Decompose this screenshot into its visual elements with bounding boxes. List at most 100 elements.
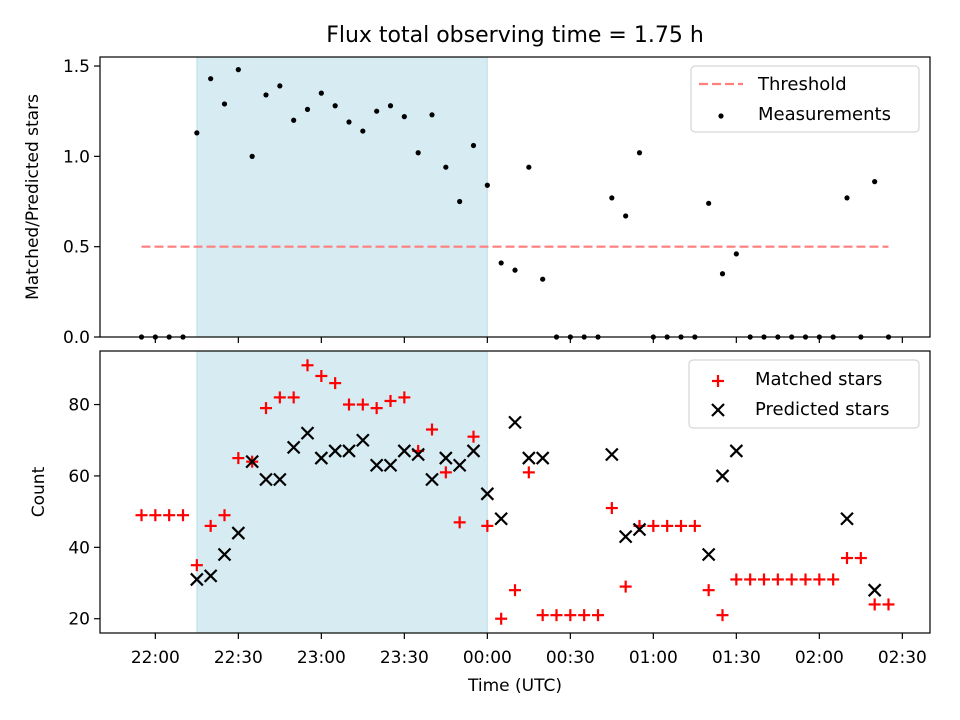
x-tick-label: 00:30 [546, 648, 595, 668]
measurement-point [429, 112, 435, 118]
matched-point [398, 391, 411, 404]
x-tick-label: 00:00 [463, 648, 512, 668]
predicted-point [231, 526, 246, 540]
matched-point [605, 502, 618, 515]
predicted-point [369, 458, 384, 473]
matched-point [647, 519, 660, 532]
x-tick-label: 22:00 [131, 648, 180, 668]
measurement-point [235, 67, 241, 73]
matched-point [204, 519, 217, 532]
predicted-point [867, 583, 882, 597]
x-tick-label: 01:30 [712, 648, 761, 668]
legend-threshold-label: Threshold [757, 74, 847, 95]
matched-point [232, 452, 245, 465]
matched-point [218, 509, 231, 522]
measurement-point [512, 267, 518, 273]
legend-matched-label: Matched stars [755, 369, 882, 390]
predicted-point [342, 444, 356, 458]
matched-point [439, 466, 452, 479]
x-tick-label: 23:00 [297, 648, 346, 668]
legend-matched-swatch [712, 375, 724, 387]
matched-point [481, 519, 494, 532]
predicted-point [328, 444, 342, 458]
matched-point [536, 609, 549, 622]
measurement-point [194, 130, 200, 136]
top-legend: Threshold Measurements [690, 65, 920, 133]
matched-point [882, 598, 895, 611]
predicted-point [715, 469, 730, 483]
measurement-point [609, 195, 615, 201]
measurement-point [401, 114, 407, 120]
y-tick-label: 20 [68, 610, 90, 630]
matched-point [841, 552, 853, 565]
predicted-point [439, 451, 453, 465]
y-tick-label: 40 [68, 538, 90, 558]
matched-point [287, 391, 300, 404]
observing-window-shade [196, 56, 488, 338]
bottom-axes-frame [99, 350, 931, 634]
predicted-point [480, 487, 495, 501]
y-tick-label: 1.5 [63, 57, 90, 77]
measurement-point [636, 150, 643, 156]
predicted-point [522, 451, 536, 465]
ratio-panel: 0.0 0.5 1.0 1.5 Matched/Predicted stars Thr… [23, 56, 931, 348]
count-panel: 22:00 22:30 23:00 23:30 00:00 00:30 01:00 01:30… [29, 350, 931, 696]
predicted-point [452, 458, 467, 473]
matched-point [315, 369, 328, 382]
measurement-point [374, 108, 380, 114]
matched-point [177, 509, 189, 522]
bottom-y-ticks: 20 40 60 80 [68, 396, 100, 630]
y-tick-label: 1.0 [63, 147, 90, 167]
predicted-point [729, 444, 744, 458]
matched-point [564, 609, 577, 622]
matched-point [467, 430, 480, 443]
measurement-point [263, 92, 269, 98]
matched-point [301, 359, 314, 372]
top-y-axis-label: Matched/Predicted stars [23, 94, 43, 300]
matched-point [495, 612, 508, 625]
measurement-point [733, 251, 739, 257]
matched-point [453, 516, 466, 529]
legend-measurement-swatch [718, 113, 724, 119]
measurement-points [138, 67, 892, 340]
x-tick-label: 22:30 [214, 648, 263, 668]
matched-point [702, 584, 715, 597]
x-tick-label: 01:00 [629, 648, 678, 668]
matched-point [190, 559, 203, 572]
predicted-point [356, 433, 370, 448]
predicted-point [397, 444, 412, 458]
measurement-point [844, 195, 850, 201]
measurement-point [443, 164, 449, 170]
predicted-point [273, 472, 287, 487]
matched-point [799, 573, 812, 586]
measurement-point [360, 128, 366, 134]
matched-point [426, 423, 438, 436]
predicted-point [632, 522, 647, 537]
matched-point [730, 573, 743, 586]
measurement-point [623, 213, 629, 219]
measurement-point [706, 200, 712, 206]
matched-point [813, 573, 826, 586]
matched-point [785, 573, 798, 586]
y-tick-label: 80 [68, 396, 90, 416]
matched-point [260, 402, 272, 415]
predicted-point [217, 547, 232, 562]
measurement-point [470, 142, 477, 149]
count-points [135, 359, 895, 625]
matched-point [163, 509, 176, 522]
matched-point [592, 609, 604, 622]
matched-point [135, 509, 148, 522]
measurement-point [221, 101, 228, 107]
predicted-point [618, 529, 633, 544]
bottom-x-ticks: 22:00 22:30 23:00 23:30 00:00 00:30 01:00 01:30… [131, 633, 927, 668]
matched-point [149, 509, 162, 522]
measurement-point [291, 117, 297, 123]
x-axis-label: Time (UTC) [467, 676, 562, 696]
predicted-point [840, 511, 854, 526]
predicted-point [190, 572, 204, 587]
top-axes-frame [99, 56, 931, 338]
matched-point [827, 573, 840, 586]
predicted-point [466, 444, 481, 458]
predicted-point [701, 547, 716, 562]
predicted-point [425, 472, 439, 487]
